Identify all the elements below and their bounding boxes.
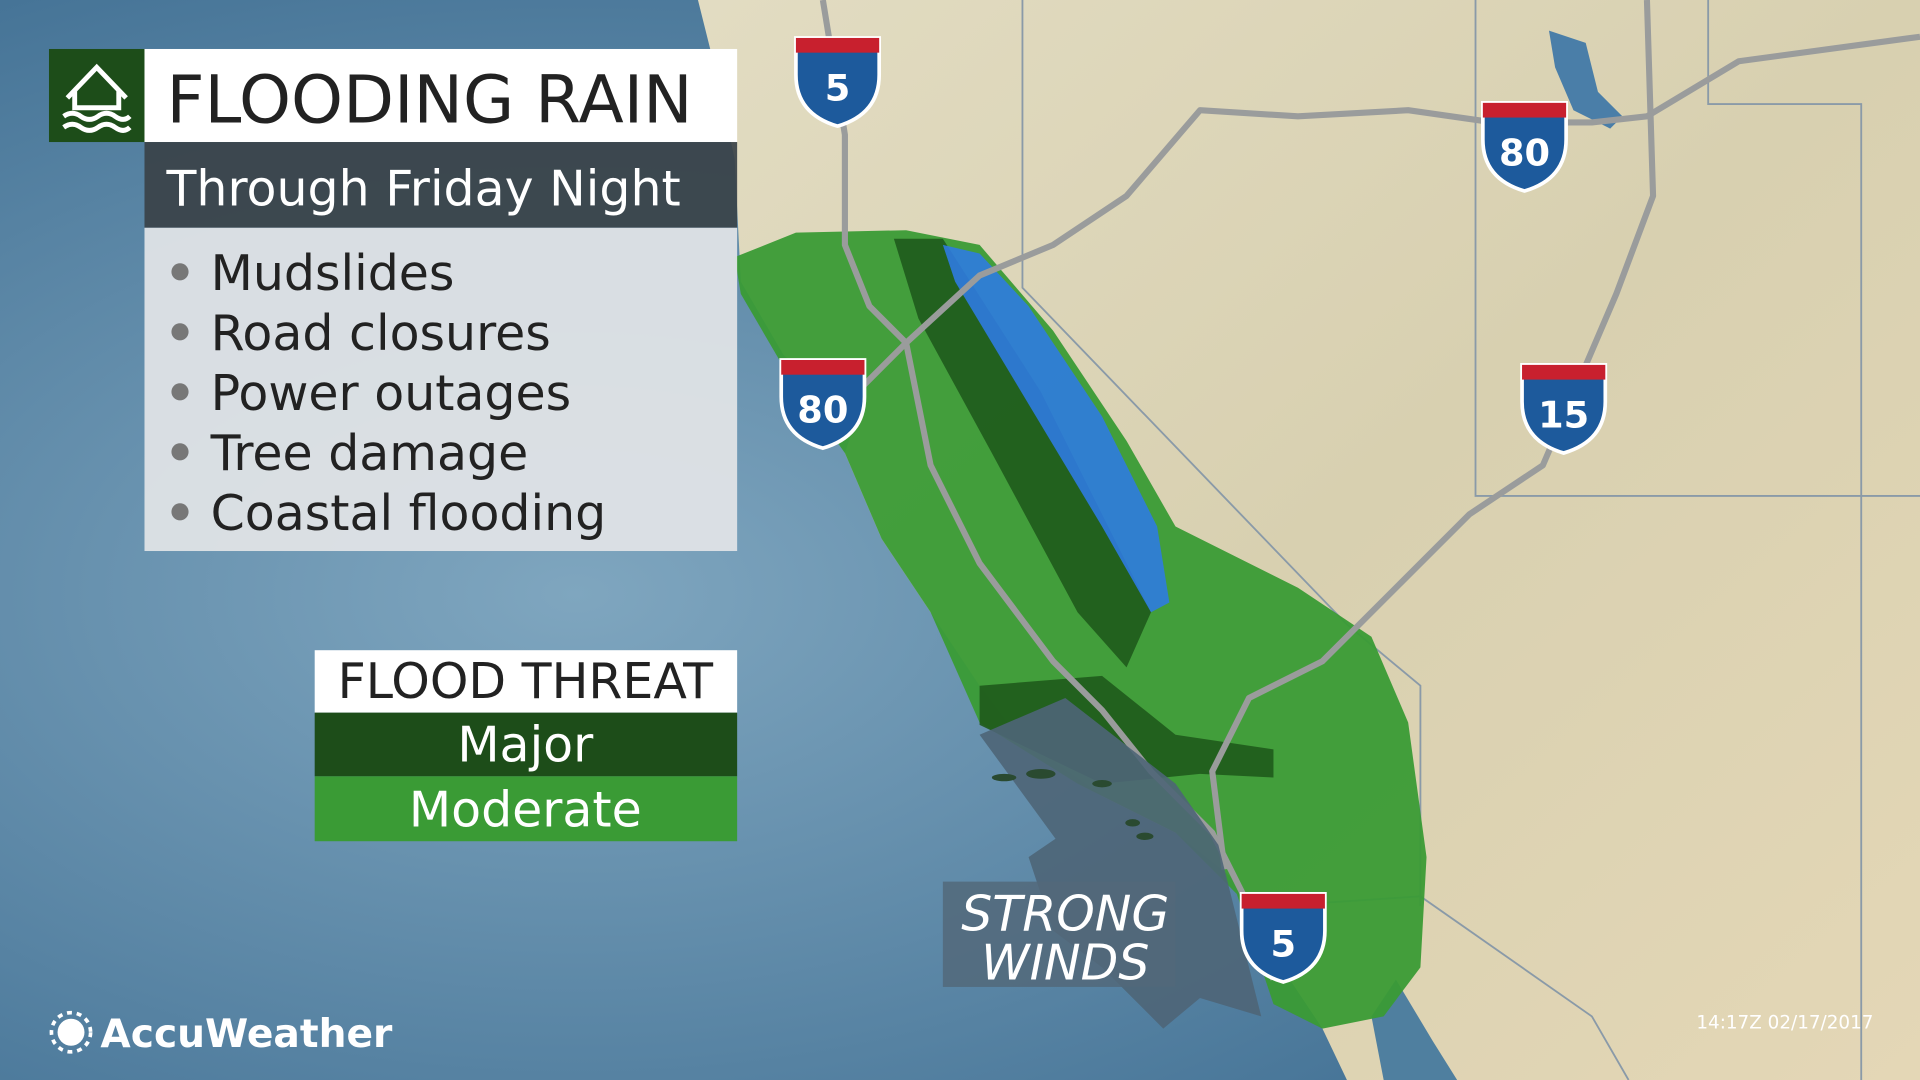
annotation-box (942, 881, 1176, 987)
baja-sea (1371, 979, 1458, 1080)
shield-number: 5 (825, 66, 851, 109)
legend-title-box (314, 650, 738, 713)
flood-moderate-area (734, 230, 1427, 1029)
road (1209, 0, 1657, 870)
legend-label: Moderate (409, 782, 642, 839)
road (819, 0, 1277, 981)
impacts-box (144, 227, 738, 552)
land (697, 0, 1920, 1080)
impact-item: Tree damage (210, 425, 529, 482)
shield-number: 80 (1499, 131, 1550, 174)
shield-number: 80 (797, 388, 848, 431)
interstate-shield: 5 (1239, 892, 1327, 984)
title-box (144, 48, 738, 143)
interstate-shield: 80 (779, 358, 867, 451)
annotation-text: WINDS (981, 935, 1149, 992)
islands (991, 768, 1154, 840)
subtitle: Through Friday Night (166, 161, 681, 218)
impact-item: Coastal flooding (211, 485, 607, 542)
shield-number: 15 (1538, 393, 1589, 436)
legend-label: Major (457, 717, 594, 774)
interstate-shield: 80 (1481, 101, 1568, 193)
interstate-shield: 15 (1520, 363, 1608, 455)
state-border (1707, 0, 1863, 1080)
flood-icon (62, 63, 132, 133)
road (854, 33, 1920, 395)
flood-major-area (893, 238, 1152, 668)
timestamp: 14:17Z 02/17/2017 (1696, 1013, 1873, 1034)
snow-area (942, 244, 1170, 613)
subtitle-box (144, 142, 738, 228)
logo: AccuWeather (100, 1012, 393, 1057)
legend-title: FLOOD THREAT (338, 653, 714, 710)
impact-item: Road closures (211, 305, 551, 362)
impact-item: Mudslides (211, 245, 455, 302)
legend-swatch (314, 776, 738, 842)
logo-icon (49, 1010, 93, 1054)
impact-list: Mudslides Road closures Power outages Tr… (171, 245, 606, 542)
interstate-shield: 5 (794, 36, 882, 129)
wind-arrow (979, 697, 1262, 1029)
shield-number: 5 (1270, 922, 1296, 965)
impact-item: Power outages (211, 365, 572, 422)
annotation-text: STRONG (961, 886, 1169, 943)
title: FLOODING RAIN (167, 61, 693, 138)
legend-swatch (314, 712, 738, 777)
state-border (1474, 0, 1920, 497)
lake (1548, 30, 1623, 129)
